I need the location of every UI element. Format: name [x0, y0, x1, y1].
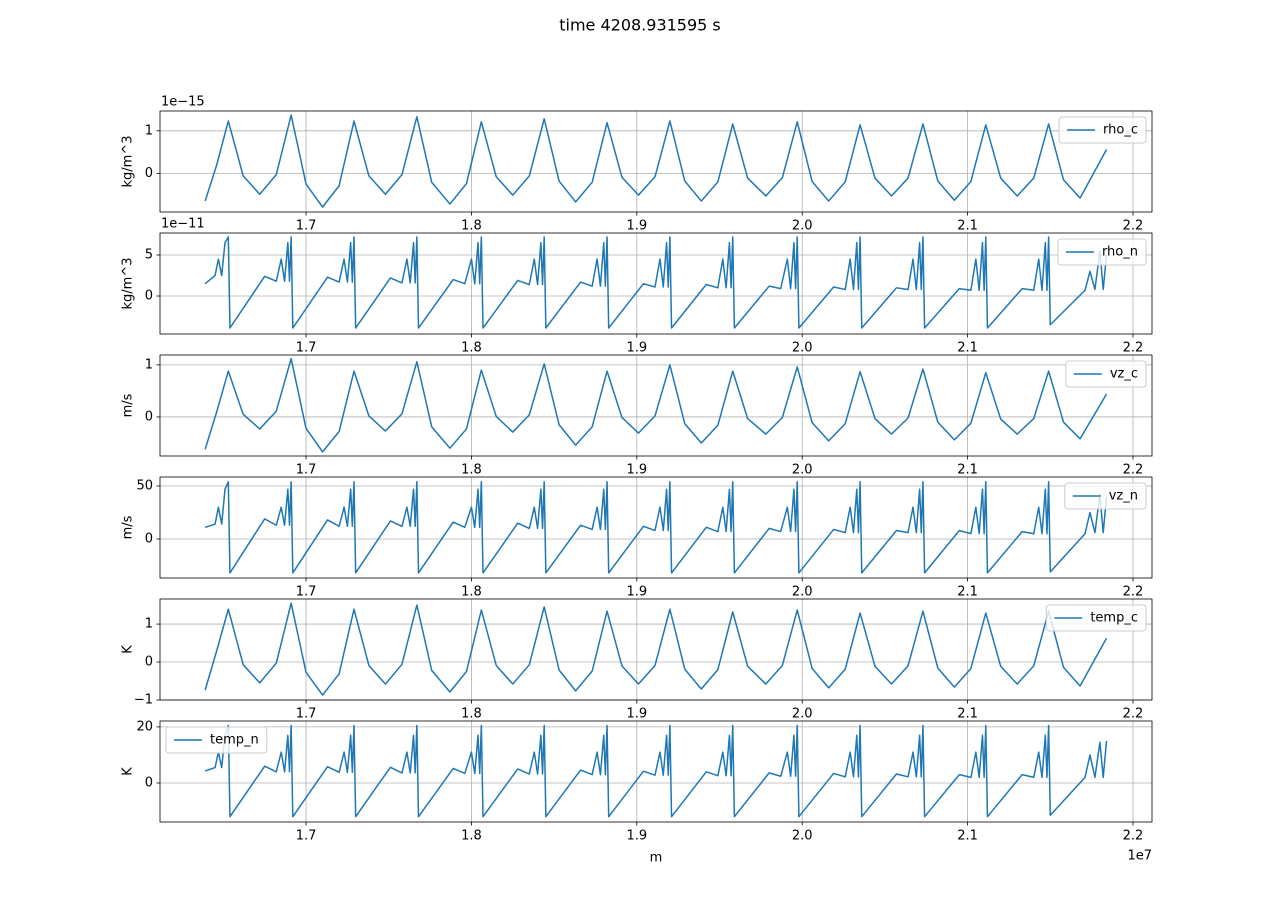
- x-tick-label: 1.9: [626, 341, 647, 356]
- x-tick-label: 2.1: [957, 463, 978, 478]
- data-line: [204, 114, 1108, 208]
- x-tick-label: 1.7: [296, 707, 317, 722]
- data-line: [204, 481, 1108, 574]
- x-tick-label: 2.2: [1123, 829, 1144, 844]
- y-tick-label: 5: [145, 247, 153, 262]
- y-tick-label: 0: [145, 531, 153, 546]
- x-tick-label: 2.0: [792, 707, 813, 722]
- x-tick-label: 1.9: [626, 585, 647, 600]
- y-tick-label: 0: [145, 655, 153, 670]
- y-tick-label: 50: [136, 479, 153, 494]
- legend-box: [1064, 482, 1147, 510]
- x-tick-label: 1.8: [461, 219, 482, 234]
- x-tick-label: 1.8: [461, 707, 482, 722]
- y-tick-label: 0: [145, 289, 153, 304]
- data-line: [204, 357, 1108, 453]
- legend-box: [1045, 604, 1147, 632]
- axes-frame: [159, 476, 1153, 579]
- y-axis-label: m/s: [121, 393, 136, 417]
- x-tick-label: 1.7: [296, 341, 317, 356]
- y-axis-label: m/s: [121, 515, 136, 539]
- legend-label: rho_c: [1103, 123, 1138, 138]
- y-tick-label: 1: [145, 357, 153, 372]
- y-tick-label: 0: [145, 776, 153, 791]
- legend-label: vz_c: [1110, 367, 1138, 382]
- x-axis-label: m: [650, 851, 663, 866]
- x-tick-label: 1.9: [626, 829, 647, 844]
- x-tick-label: 2.1: [957, 341, 978, 356]
- plot-area: [204, 724, 1108, 818]
- x-tick-label: 1.9: [626, 463, 647, 478]
- x-tick-label: 2.2: [1123, 219, 1144, 234]
- data-line: [204, 724, 1108, 818]
- plot-area: [204, 114, 1108, 208]
- legend: vz_c: [1065, 360, 1147, 388]
- legend-box: [1057, 238, 1147, 266]
- legend: rho_c: [1058, 116, 1147, 144]
- x-tick-label: 2.0: [792, 219, 813, 234]
- plot-area: [204, 357, 1108, 453]
- legend-label: temp_c: [1090, 611, 1138, 626]
- x-tick-label: 1.8: [461, 585, 482, 600]
- x-tick-label: 2.2: [1123, 707, 1144, 722]
- x-tick-label: 2.0: [792, 341, 813, 356]
- figure-title: time 4208.931595 s: [559, 16, 721, 35]
- x-tick-label: 1.7: [296, 585, 317, 600]
- legend-label: vz_n: [1109, 489, 1138, 504]
- axes-frame: [159, 110, 1153, 213]
- x-tick-label: 2.0: [792, 585, 813, 600]
- y-tick-label: −1: [134, 693, 153, 708]
- y-axis-label: K: [121, 767, 136, 776]
- axes-frame: [159, 720, 1153, 823]
- legend-box: [1058, 116, 1147, 144]
- x-offset-label: 1e7: [1127, 849, 1152, 864]
- x-tick-label: 2.0: [792, 829, 813, 844]
- axes-frame: [159, 598, 1153, 701]
- x-tick-label: 1.9: [626, 707, 647, 722]
- x-tick-label: 1.8: [461, 341, 482, 356]
- axes-frame: [159, 354, 1153, 457]
- y-tick-label: 0: [145, 166, 153, 181]
- x-tick-label: 2.0: [792, 463, 813, 478]
- y-offset-label: 1e−15: [161, 95, 205, 110]
- x-tick-label: 1.8: [461, 829, 482, 844]
- x-tick-label: 1.7: [296, 829, 317, 844]
- y-axis-label: kg/m^3: [121, 136, 136, 188]
- x-tick-label: 2.1: [957, 219, 978, 234]
- x-tick-label: 2.2: [1123, 341, 1144, 356]
- legend-label: rho_n: [1102, 245, 1138, 260]
- x-tick-label: 2.2: [1123, 463, 1144, 478]
- data-line: [204, 602, 1108, 696]
- x-tick-label: 2.1: [957, 707, 978, 722]
- y-axis-label: kg/m^3: [121, 258, 136, 310]
- y-tick-label: 1: [145, 123, 153, 138]
- x-tick-label: 2.2: [1123, 585, 1144, 600]
- axes-frame: [159, 232, 1153, 335]
- legend: rho_n: [1057, 238, 1147, 266]
- legend-box: [165, 726, 268, 754]
- y-tick-label: 0: [145, 409, 153, 424]
- plot-area: [204, 481, 1108, 574]
- plot-area: [204, 236, 1108, 329]
- legend: temp_c: [1045, 604, 1147, 632]
- y-tick-label: 1: [145, 617, 153, 632]
- legend-label: temp_n: [210, 733, 259, 748]
- y-tick-label: 20: [136, 719, 153, 734]
- x-tick-label: 1.8: [461, 463, 482, 478]
- legend-box: [1065, 360, 1147, 388]
- x-tick-label: 2.1: [957, 829, 978, 844]
- x-tick-label: 1.7: [296, 219, 317, 234]
- data-line: [204, 236, 1108, 329]
- plot-area: [204, 602, 1108, 696]
- y-axis-label: K: [121, 645, 136, 654]
- x-tick-label: 1.7: [296, 463, 317, 478]
- x-tick-label: 1.9: [626, 219, 647, 234]
- x-tick-label: 2.1: [957, 585, 978, 600]
- y-offset-label: 1e−11: [161, 217, 205, 232]
- legend: vz_n: [1064, 482, 1147, 510]
- legend: temp_n: [165, 726, 268, 754]
